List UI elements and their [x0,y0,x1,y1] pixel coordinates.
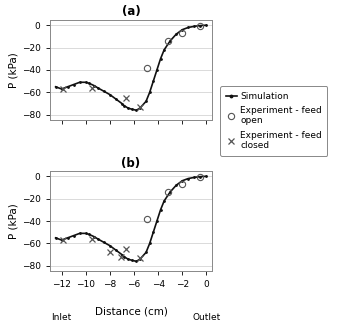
Y-axis label: P (kPa): P (kPa) [9,203,19,239]
Title: (a): (a) [122,6,140,18]
Text: Inlet: Inlet [51,313,72,322]
Title: (b): (b) [121,157,141,169]
X-axis label: Distance (cm): Distance (cm) [95,306,167,316]
Text: Outlet: Outlet [192,313,221,322]
Y-axis label: P (kPa): P (kPa) [9,52,19,88]
Legend: Simulation, Experiment - feed
open, Experiment - feed
closed: Simulation, Experiment - feed open, Expe… [221,86,327,156]
